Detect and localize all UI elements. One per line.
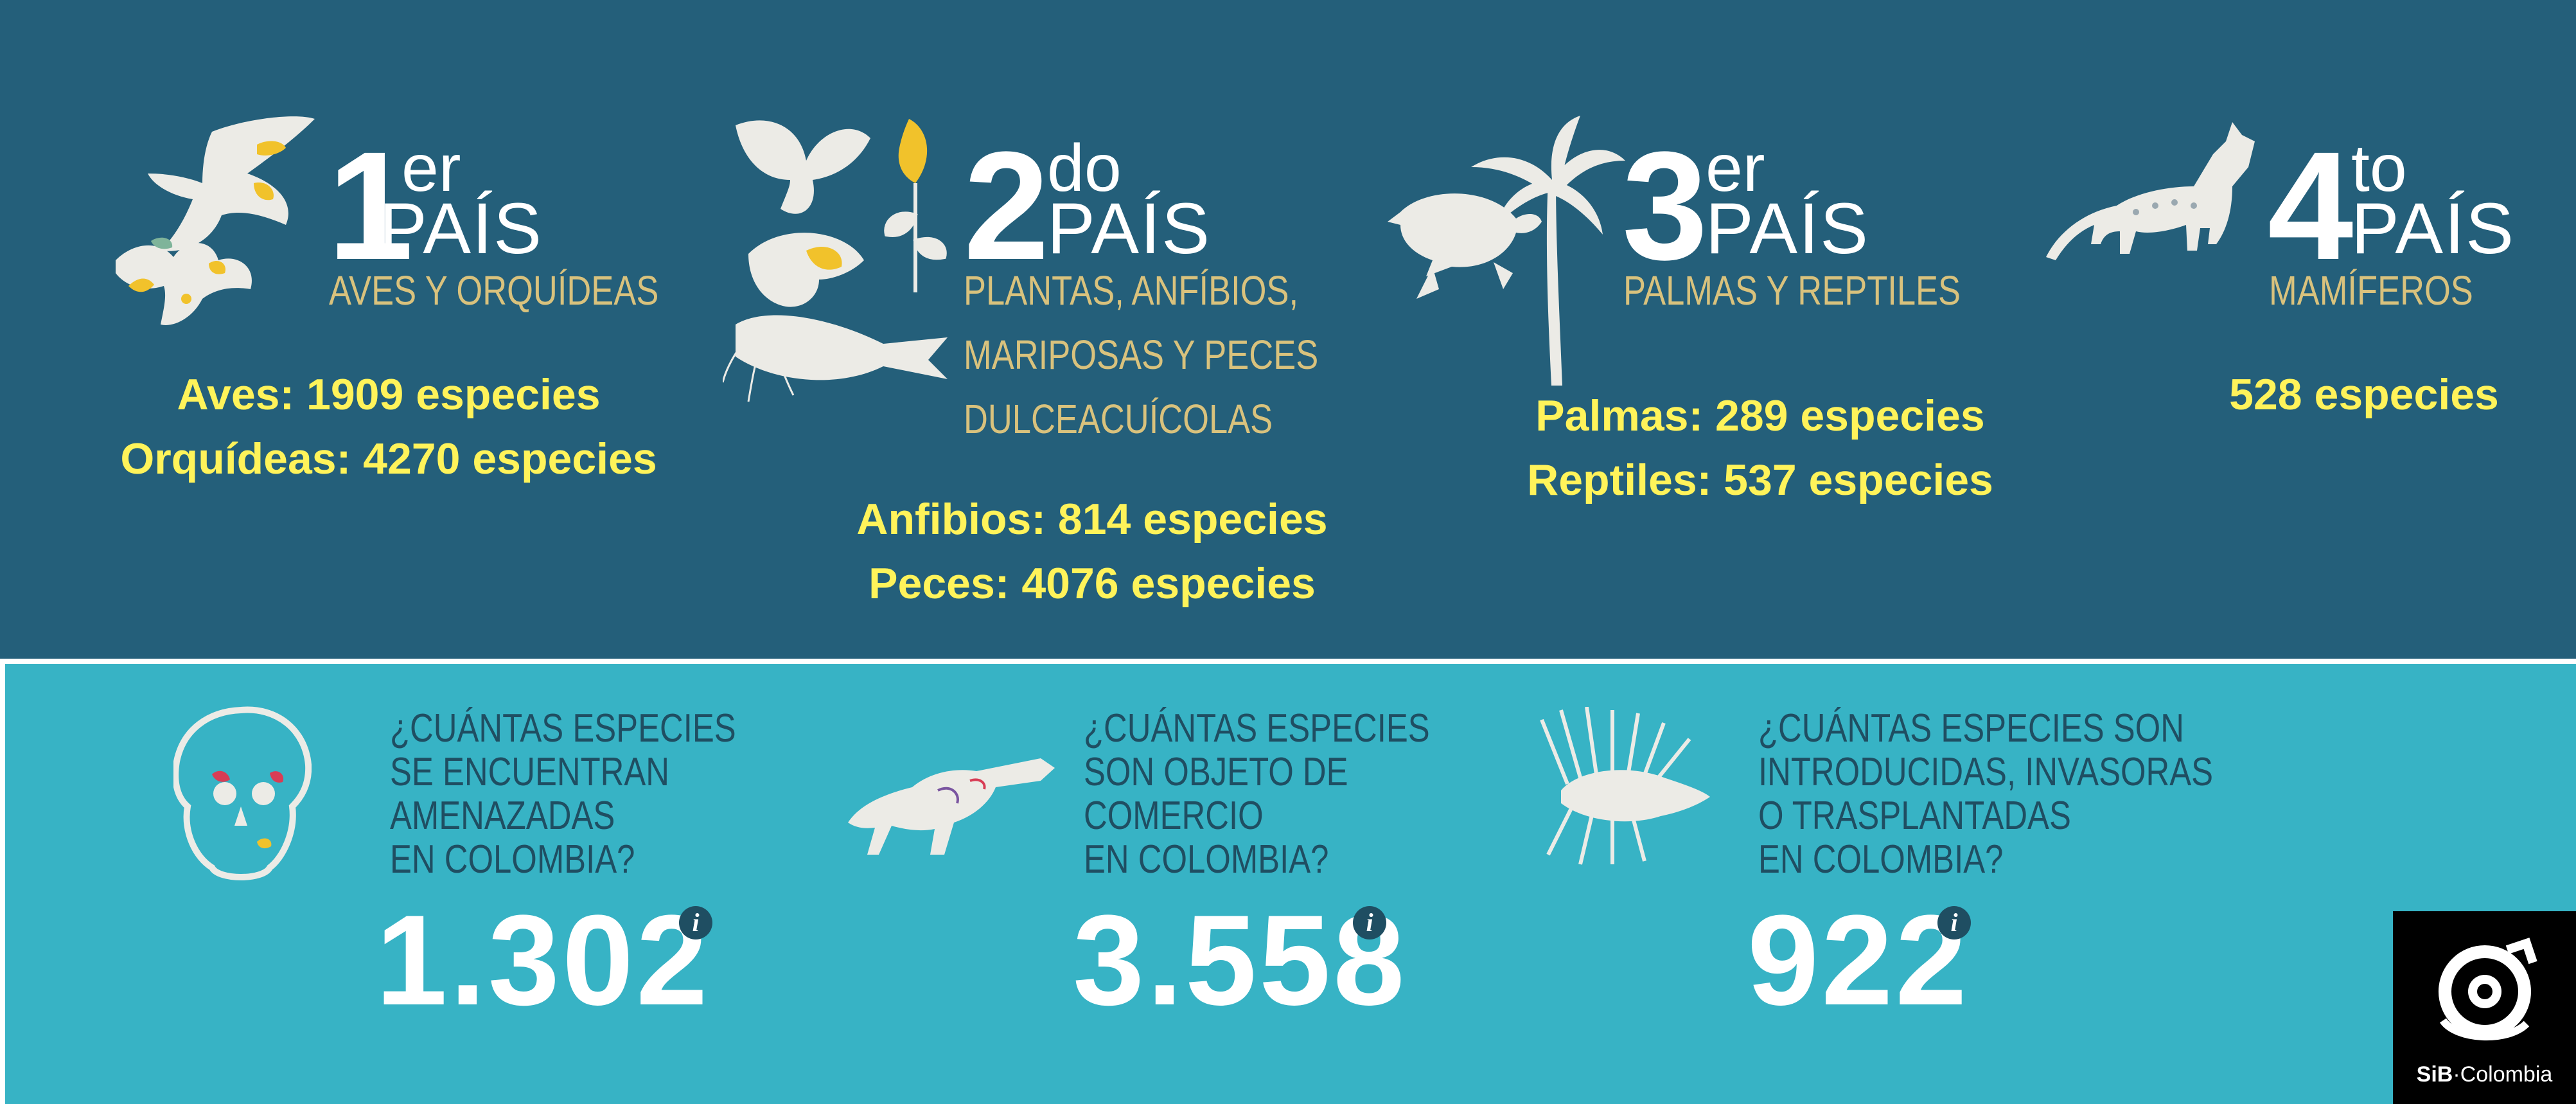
- rank-3-number: 3: [1622, 120, 1708, 292]
- sib-logo-separator: ·: [2453, 1062, 2460, 1087]
- rank-4-number: 4: [2268, 120, 2354, 292]
- bird-orchid-icon: [116, 116, 315, 325]
- lionfish-icon: [1540, 707, 1710, 865]
- question-3-line: ¿CUÁNTAS ESPECIES SON: [1758, 706, 2184, 751]
- sib-logo-text: SiB·Colombia: [2393, 1062, 2576, 1087]
- question-2-line: ¿CUÁNTAS ESPECIES: [1084, 706, 1430, 751]
- rank-2-stat: Anfibios: 814 especies: [856, 495, 1328, 544]
- question-1-line: ¿CUÁNTAS ESPECIES: [390, 706, 736, 751]
- rank-4-category: MAMÍFEROS: [2269, 267, 2473, 314]
- top-panel: [0, 0, 2576, 659]
- rank-4-country-word: PAÍS: [2351, 188, 2515, 269]
- rank-2-category: DULCEACUÍCOLAS: [964, 396, 1273, 442]
- monkey-icon: [173, 706, 312, 880]
- rank-1-number: 1: [328, 120, 414, 292]
- butterfly-fish-icon: [723, 119, 948, 402]
- rank-2-country-word: PAÍS: [1047, 188, 1211, 269]
- sib-colombia-logo: SiB·Colombia: [2393, 911, 2576, 1104]
- question-2-value: 3.558: [1073, 889, 1407, 1032]
- rank-1-stat: Orquídeas: 4270 especies: [120, 434, 657, 483]
- sib-logo-name: Colombia: [2460, 1062, 2553, 1087]
- rank-3-category: PALMAS Y REPTILES: [1623, 267, 1961, 314]
- rank-4-suffix: to: [2351, 131, 2407, 206]
- question-2-line: COMERCIO: [1084, 794, 1264, 838]
- panel-divider: [0, 659, 2576, 664]
- rank-3-stat: Palmas: 289 especies: [1535, 391, 1985, 440]
- info-icon[interactable]: i: [1937, 906, 1971, 939]
- rank-1-category: AVES Y ORQUÍDEAS: [329, 267, 659, 314]
- rank-2-suffix: do: [1047, 131, 1122, 206]
- question-3-line: INTRODUCIDAS, INVASORAS: [1758, 750, 2214, 794]
- question-2-line: EN COLOMBIA?: [1084, 837, 1329, 882]
- info-icon[interactable]: i: [679, 906, 712, 939]
- question-2-line: SON OBJETO DE: [1084, 750, 1348, 794]
- rank-2-heading: 2 do PAÍS: [964, 129, 1285, 283]
- rank-1-suffix: er: [401, 131, 461, 206]
- question-1-line: AMENAZADAS: [390, 794, 615, 838]
- question-3-value: 922: [1747, 889, 1970, 1032]
- question-3-line: EN COLOMBIA?: [1758, 837, 2004, 882]
- crocodile-icon: [848, 758, 1055, 855]
- rank-2-stat: Peces: 4076 especies: [869, 559, 1316, 608]
- sib-logo-brand: SiB: [2416, 1062, 2453, 1087]
- question-1-line: SE ENCUENTRAN: [390, 750, 670, 794]
- info-icon[interactable]: i: [1353, 906, 1386, 939]
- rank-2-number: 2: [964, 120, 1050, 292]
- rank-1-country-word: PAÍS: [379, 188, 543, 269]
- question-1-value: 1.302: [376, 889, 710, 1032]
- rank-4-stat: 528 especies: [2229, 370, 2499, 419]
- bottom-panel: [5, 664, 2576, 1104]
- question-1-line: EN COLOMBIA?: [390, 837, 635, 882]
- rank-2-category: PLANTAS, ANFÍBIOS,: [964, 267, 1299, 314]
- sib-logo-icon: [2439, 938, 2537, 1041]
- question-3-line: O TRASPLANTADAS: [1758, 794, 2071, 838]
- rank-3-stat: Reptiles: 537 especies: [1527, 456, 1993, 504]
- rank-1-stat: Aves: 1909 especies: [177, 370, 601, 419]
- rank-3-suffix: er: [1706, 131, 1765, 206]
- rank-3-country-word: PAÍS: [1706, 188, 1869, 269]
- turtle-palm-icon: [1388, 116, 1625, 386]
- rank-3-heading: 3 er PAÍS: [1622, 129, 1943, 283]
- rank-2-category: MARIPOSAS Y PECES: [964, 332, 1319, 378]
- rank-1-heading: 1 er PAÍS: [328, 129, 649, 283]
- ocelot-icon: [2046, 122, 2255, 260]
- rank-4-heading: 4 to PAÍS: [2268, 129, 2570, 283]
